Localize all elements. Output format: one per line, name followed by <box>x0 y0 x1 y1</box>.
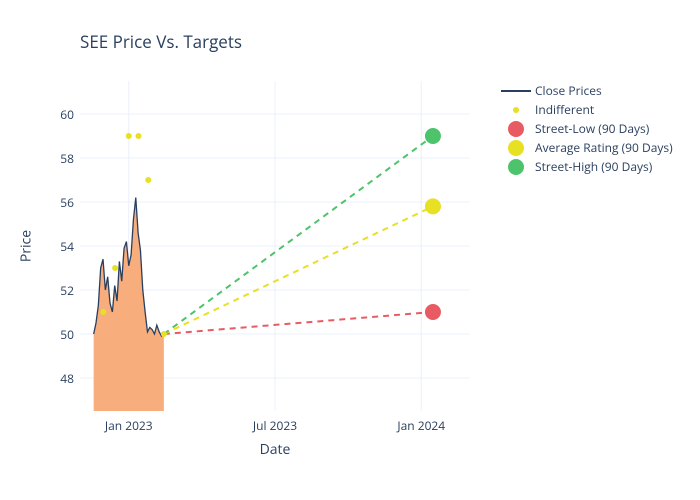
y-tick-label: 56 <box>60 194 74 211</box>
y-tick-label: 50 <box>60 326 74 343</box>
y-axis-label: Price <box>17 230 36 262</box>
legend-item[interactable]: Close Prices <box>501 81 673 100</box>
price-targets-chart: SEE Price Vs. Targets 48 50 52 54 56 58 60 Jan… <box>0 0 700 500</box>
legend-swatch <box>501 140 531 156</box>
legend-item[interactable]: Street-Low (90 Days) <box>501 119 673 138</box>
y-tick-label: 52 <box>60 282 74 299</box>
legend-swatch <box>501 104 531 116</box>
legend-label: Close Prices <box>535 82 602 99</box>
x-tick-label: Jul 2023 <box>253 417 297 434</box>
legend-swatch <box>501 85 531 97</box>
legend-item[interactable]: Indifferent <box>501 100 673 119</box>
x-tick-label: Jan 2023 <box>105 417 153 434</box>
y-tick-label: 54 <box>60 238 74 255</box>
x-tick-label: Jan 2024 <box>397 417 445 434</box>
legend: Close Prices Indifferent Street-Low (90 Da… <box>501 81 673 176</box>
legend-swatch <box>501 159 531 175</box>
legend-label: Indifferent <box>535 101 594 118</box>
legend-label: Average Rating (90 Days) <box>535 139 673 156</box>
legend-swatch <box>501 121 531 137</box>
legend-label: Street-Low (90 Days) <box>535 120 649 137</box>
y-tick-label: 58 <box>60 150 74 167</box>
legend-label: Street-High (90 Days) <box>535 158 652 175</box>
x-axis-label: Date <box>260 440 291 459</box>
y-tick-label: 60 <box>60 106 74 123</box>
y-tick-label: 48 <box>60 370 74 387</box>
plot-area <box>80 81 470 411</box>
legend-item[interactable]: Street-High (90 Days) <box>501 157 673 176</box>
chart-title: SEE Price Vs. Targets <box>80 30 242 53</box>
legend-item[interactable]: Average Rating (90 Days) <box>501 138 673 157</box>
